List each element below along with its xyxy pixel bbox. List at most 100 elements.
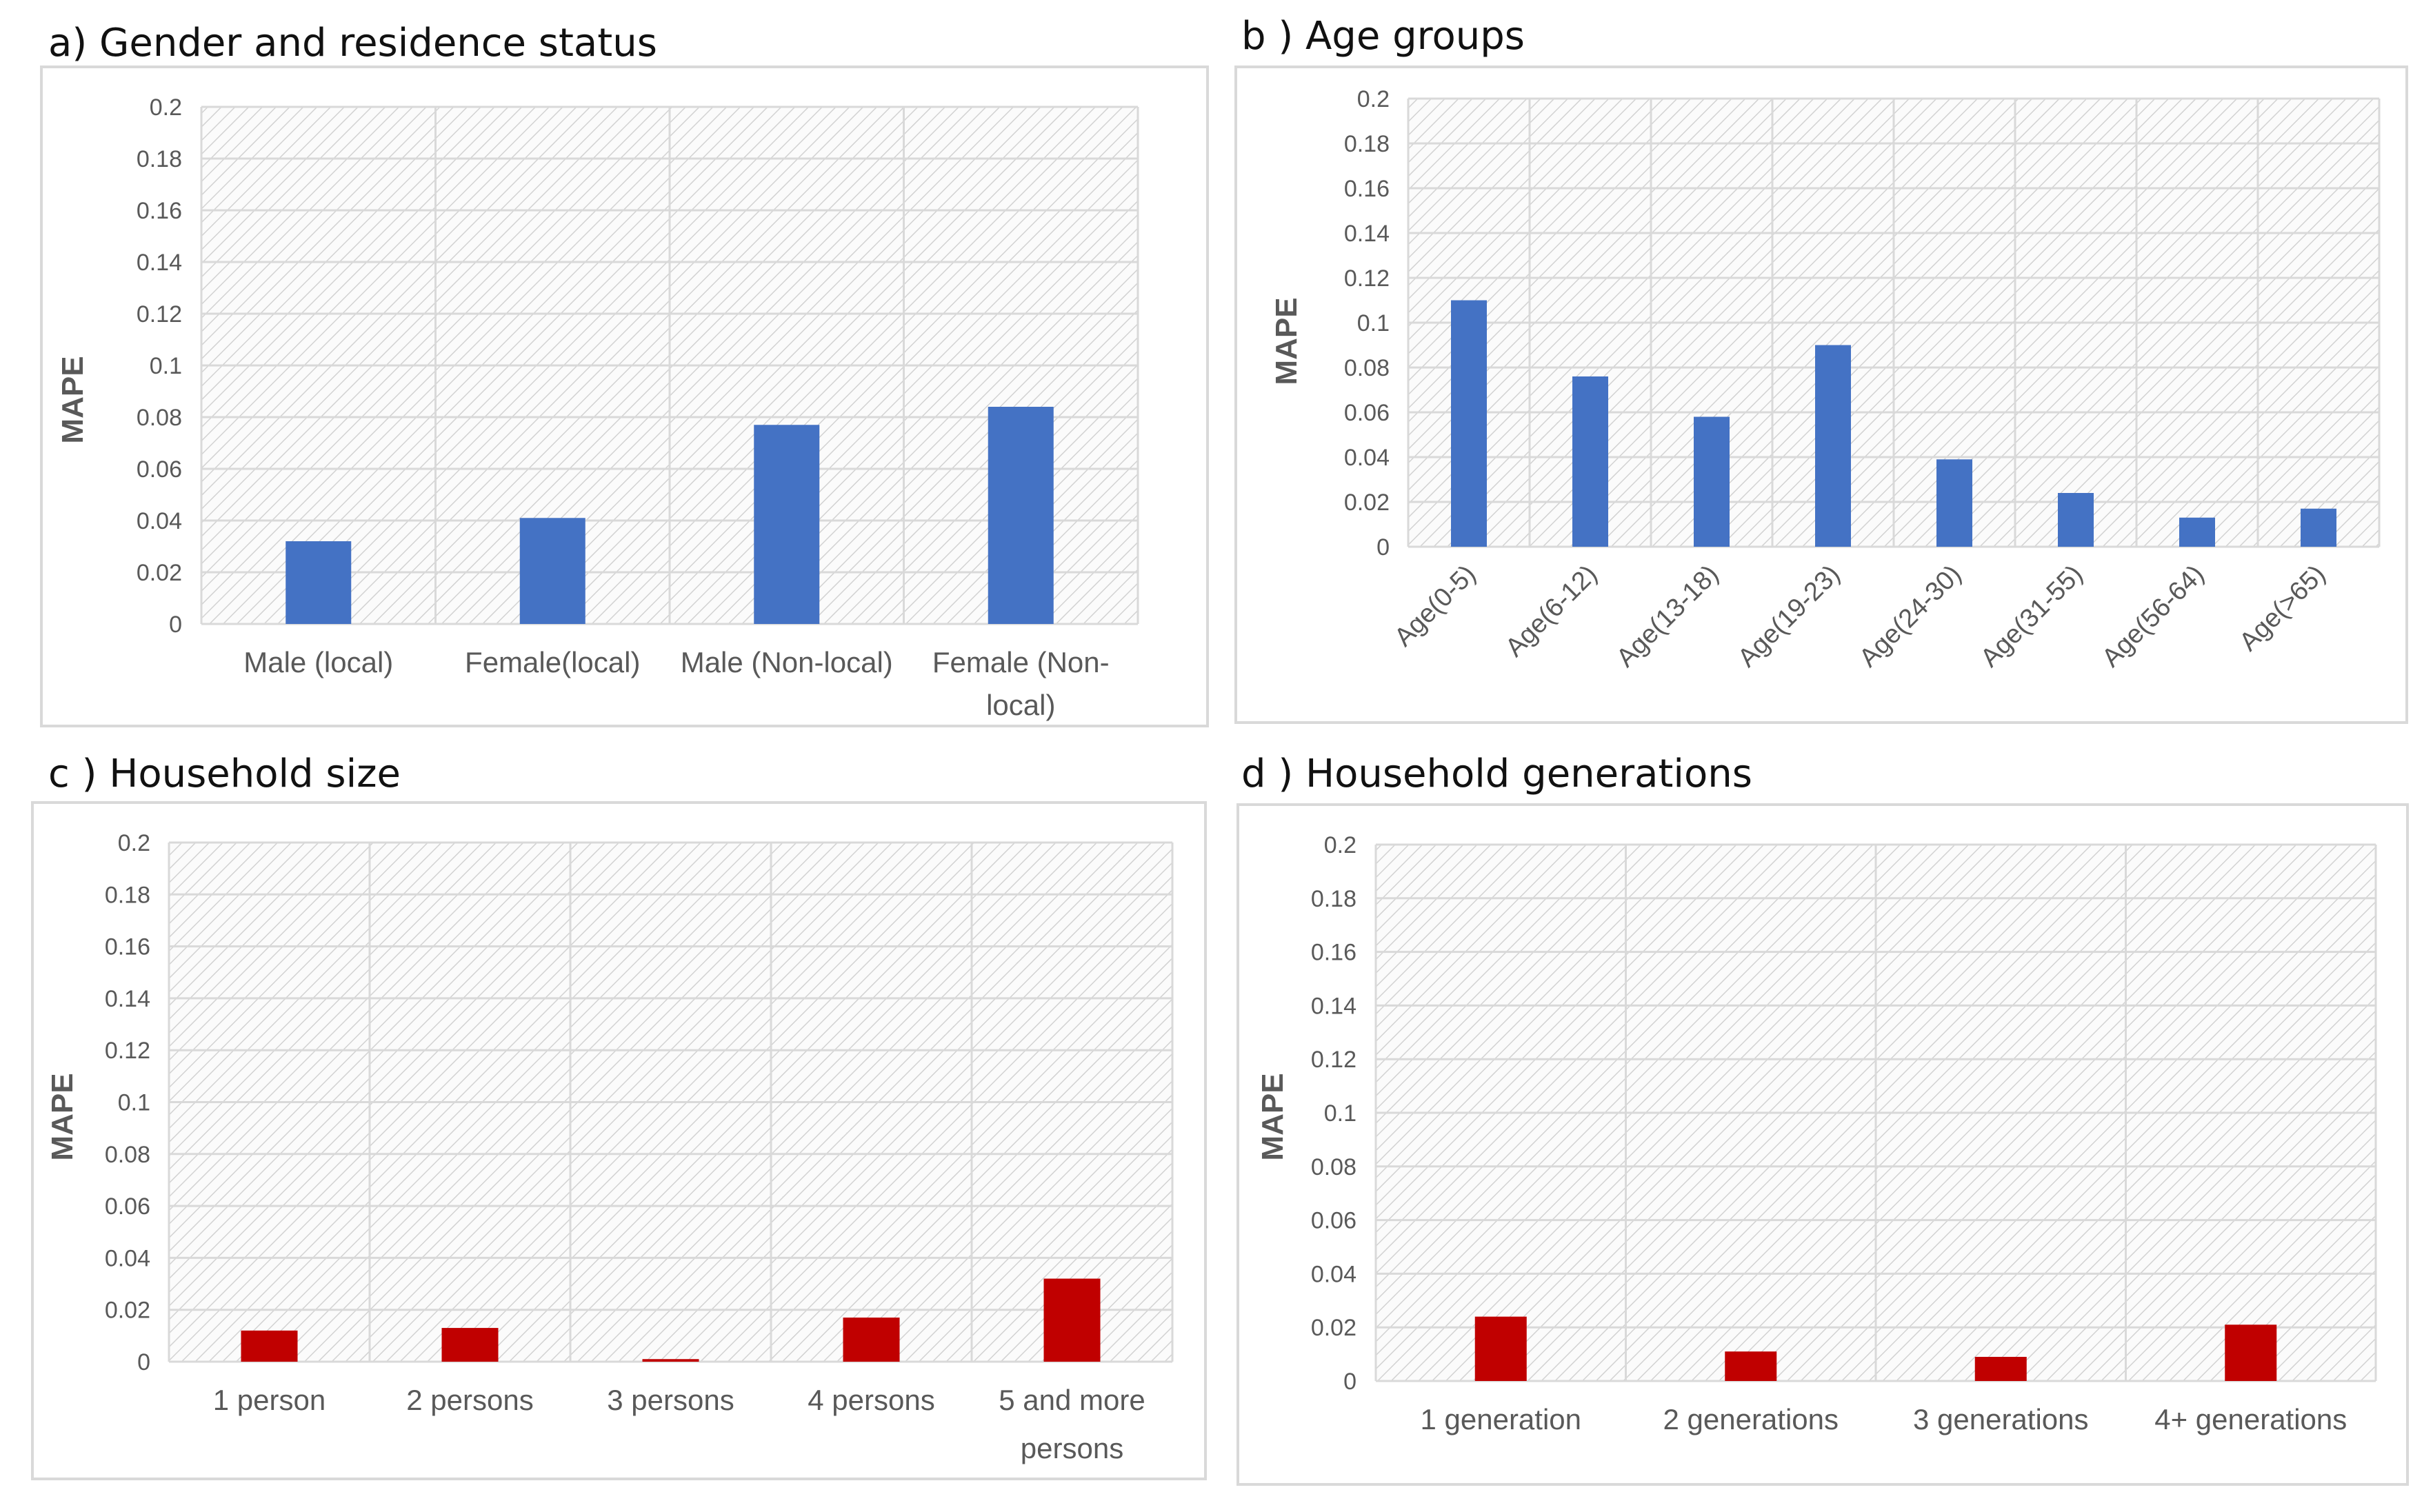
x-tick-label-line: 1 generation	[1420, 1403, 1581, 1435]
x-tick-label-c: 4 persons	[808, 1384, 934, 1416]
bar-c	[1043, 1278, 1101, 1362]
x-tick-label-line: 3 persons	[607, 1384, 734, 1416]
bar-c	[843, 1317, 900, 1362]
panel-b-title: b ) Age groups	[1241, 14, 1525, 59]
y-tick-label-c: 0.1	[118, 1090, 150, 1116]
panel-b-frame	[1234, 65, 2408, 724]
y-tick-label-a: 0.08	[137, 405, 182, 431]
panel-c-title: c ) Household size	[48, 752, 401, 796]
y-axis-label-c: MAPE	[46, 1073, 79, 1160]
x-tick-label-d: 4+ generations	[2154, 1403, 2347, 1435]
x-tick-label-b: Age(>65)	[2234, 560, 2331, 657]
bar-c	[241, 1330, 298, 1362]
panel-a-frame	[40, 65, 1209, 727]
y-tick-label-c: 0.02	[105, 1298, 150, 1324]
x-tick-label-line: 3 generations	[1913, 1403, 2089, 1435]
y-tick-label-a: 0.1	[150, 353, 182, 379]
bar-d	[1974, 1356, 2027, 1381]
y-tick-label-d: 0	[1343, 1369, 1356, 1395]
y-axis-label-a: MAPE	[56, 356, 90, 443]
y-tick-label-c: 0.16	[105, 934, 150, 960]
x-tick-label-a: Male (Non-local)	[681, 646, 893, 678]
x-tick-label-a: Female (Non-local)	[932, 646, 1110, 721]
chart-a: 0 0.02 0.04 0.06 0.08 0.1 0.12 0.14 0.16 0.18 0.2 M…	[56, 94, 1139, 721]
y-axis-label-b: MAPE	[1270, 297, 1303, 385]
x-tick-label-d: 3 generations	[1913, 1403, 2089, 1435]
chart-d: 0 0.02 0.04 0.06 0.08 0.1 0.12 0.14 0.16 0.18 0.2 1…	[1256, 832, 2377, 1435]
bar-b	[1451, 300, 1487, 547]
x-tick-label-line: Male (local)	[243, 646, 393, 678]
x-tick-label-c: 2 persons	[406, 1384, 533, 1416]
y-tick-label-b: 0.14	[1344, 221, 1390, 247]
x-tick-label-c: 5 and more persons	[999, 1384, 1145, 1464]
y-tick-label-a: 0.18	[137, 146, 182, 172]
y-tick-label-b: 0.2	[1357, 86, 1390, 112]
x-tick-label-line: 2 persons	[406, 1384, 533, 1416]
x-tick-label-line: Female(local)	[465, 646, 640, 678]
y-tick-label-c: 0.14	[105, 986, 150, 1012]
panel-a-title: a) Gender and residence status	[48, 21, 657, 65]
x-tick-label-line: 2 generations	[1663, 1403, 1839, 1435]
y-tick-label-c: 0	[137, 1349, 150, 1375]
x-tick-label-line: Female (Non-	[932, 646, 1110, 678]
y-tick-label-d: 0.1	[1324, 1100, 1356, 1127]
y-tick-label-a: 0.12	[137, 301, 182, 327]
y-tick-label-b: 0.16	[1344, 176, 1390, 202]
y-tick-label-b: 0	[1376, 534, 1390, 561]
bar-b	[1815, 345, 1851, 547]
y-tick-label-d: 0.18	[1311, 886, 1356, 912]
y-tick-label-c: 0.04	[105, 1245, 150, 1271]
x-tick-label-b: Age(56-64)	[2096, 560, 2210, 673]
bar-d	[2225, 1324, 2277, 1381]
y-tick-label-d: 0.02	[1311, 1315, 1356, 1341]
y-tick-label-c: 0.08	[105, 1142, 150, 1168]
x-tick-label-b: Age(24-30)	[1854, 560, 1967, 673]
bar-d	[1474, 1316, 1527, 1381]
bar-c	[642, 1359, 699, 1362]
panel-d-title: d ) Household generations	[1241, 752, 1752, 796]
y-tick-label-a: 0.16	[137, 198, 182, 224]
y-tick-label-b: 0.08	[1344, 355, 1390, 381]
y-tick-label-b: 0.18	[1344, 131, 1390, 157]
x-tick-label-b: Age(13-18)	[1611, 560, 1724, 673]
y-tick-label-a: 0.06	[137, 456, 182, 483]
y-tick-label-b: 0.1	[1357, 310, 1390, 336]
y-tick-label-a: 0.2	[150, 94, 182, 121]
bar-d	[1725, 1351, 1777, 1381]
bar-b	[2301, 508, 2336, 547]
y-tick-label-b: 0.04	[1344, 445, 1390, 471]
y-tick-label-d: 0.06	[1311, 1208, 1356, 1234]
x-tick-label-line: Male (Non-local)	[681, 646, 893, 678]
y-tick-label-b: 0.06	[1344, 400, 1390, 426]
chart-c: 0 0.02 0.04 0.06 0.08 0.1 0.12 0.14 0.16 0.18 0.2 1…	[46, 830, 1174, 1464]
y-tick-label-d: 0.08	[1311, 1154, 1356, 1180]
y-tick-label-d: 0.2	[1324, 832, 1356, 858]
bar-b	[2058, 493, 2094, 547]
x-tick-label-line: local)	[986, 689, 1055, 721]
y-tick-label-b: 0.02	[1344, 490, 1390, 516]
bar-a	[988, 407, 1054, 624]
y-tick-label-c: 0.06	[105, 1193, 150, 1220]
x-tick-label-b: Age(31-55)	[1975, 560, 2088, 673]
y-tick-label-c: 0.18	[105, 882, 150, 908]
y-axis-label-d: MAPE	[1256, 1073, 1290, 1160]
x-tick-label-a: Male (local)	[243, 646, 393, 678]
x-tick-label-line: 4+ generations	[2154, 1403, 2347, 1435]
x-tick-label-b: Age(19-23)	[1732, 560, 1845, 673]
y-tick-label-a: 0.02	[137, 560, 182, 586]
y-tick-label-a: 0.14	[137, 250, 182, 276]
panel-c-frame	[31, 801, 1207, 1480]
y-tick-label-c: 0.2	[118, 830, 150, 856]
y-tick-label-b: 0.12	[1344, 265, 1390, 292]
x-tick-label-line: 1 person	[213, 1384, 326, 1416]
y-tick-label-c: 0.12	[105, 1038, 150, 1064]
x-tick-label-d: 2 generations	[1663, 1403, 1839, 1435]
bar-b	[2179, 517, 2215, 547]
x-tick-label-line: persons	[1021, 1432, 1123, 1464]
bar-b	[1936, 459, 1972, 547]
bar-b	[1572, 376, 1608, 547]
y-tick-label-d: 0.14	[1311, 993, 1356, 1019]
bar-a	[754, 425, 820, 624]
x-tick-label-line: 4 persons	[808, 1384, 934, 1416]
